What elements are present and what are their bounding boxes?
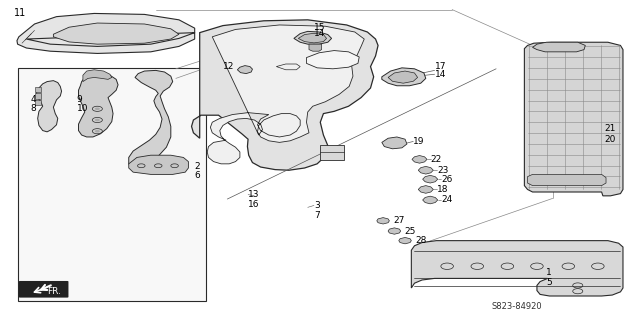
Polygon shape: [382, 68, 426, 86]
Polygon shape: [306, 51, 359, 69]
Polygon shape: [53, 23, 179, 44]
Polygon shape: [418, 166, 433, 174]
Polygon shape: [388, 71, 418, 83]
Text: 10: 10: [77, 104, 88, 113]
Polygon shape: [524, 42, 623, 196]
Polygon shape: [388, 228, 401, 234]
Polygon shape: [83, 70, 112, 82]
Text: 18: 18: [437, 185, 448, 194]
Polygon shape: [294, 31, 332, 44]
Polygon shape: [237, 66, 252, 74]
Polygon shape: [129, 70, 173, 169]
Text: 3: 3: [314, 201, 320, 210]
Text: 14: 14: [435, 70, 446, 79]
Polygon shape: [78, 74, 118, 137]
Polygon shape: [533, 42, 585, 52]
Text: 27: 27: [393, 216, 404, 225]
Text: 8: 8: [30, 104, 36, 113]
Text: 13: 13: [248, 190, 259, 199]
Text: 14: 14: [314, 29, 325, 38]
Text: 1: 1: [546, 268, 552, 277]
Text: 4: 4: [30, 95, 36, 104]
Polygon shape: [35, 87, 41, 92]
Text: 2: 2: [195, 162, 200, 171]
Polygon shape: [399, 237, 411, 244]
Text: 28: 28: [415, 236, 426, 245]
Text: 17: 17: [435, 62, 446, 71]
Text: 5: 5: [546, 278, 552, 287]
Text: 23: 23: [437, 166, 448, 175]
Circle shape: [95, 108, 100, 110]
Text: 9: 9: [77, 95, 82, 104]
Text: 7: 7: [314, 212, 320, 220]
Text: 16: 16: [248, 200, 259, 209]
Text: 12: 12: [223, 62, 234, 71]
Polygon shape: [35, 100, 41, 105]
Text: 22: 22: [431, 155, 442, 164]
Polygon shape: [528, 174, 606, 186]
Polygon shape: [192, 20, 378, 170]
Text: 6: 6: [195, 172, 200, 180]
Polygon shape: [423, 196, 438, 204]
Polygon shape: [17, 13, 195, 53]
Text: 26: 26: [441, 175, 453, 184]
Polygon shape: [418, 186, 433, 193]
Text: FR.: FR.: [47, 287, 61, 296]
Text: S823-84920: S823-84920: [491, 302, 542, 311]
Text: 19: 19: [413, 137, 425, 146]
Polygon shape: [276, 64, 300, 70]
Polygon shape: [207, 25, 364, 164]
Polygon shape: [377, 218, 389, 224]
Polygon shape: [129, 155, 188, 174]
Polygon shape: [298, 33, 327, 43]
Bar: [320, 145, 344, 160]
Polygon shape: [382, 137, 407, 149]
Polygon shape: [309, 44, 322, 51]
Text: 15: 15: [314, 23, 325, 32]
Circle shape: [95, 119, 100, 121]
Text: 24: 24: [441, 196, 453, 204]
Text: 20: 20: [604, 135, 615, 144]
Text: 21: 21: [604, 124, 615, 133]
Bar: [18, 68, 206, 301]
Circle shape: [95, 130, 100, 132]
Polygon shape: [423, 175, 438, 183]
Text: 25: 25: [404, 227, 416, 236]
Polygon shape: [36, 81, 62, 132]
Polygon shape: [35, 93, 41, 99]
FancyBboxPatch shape: [19, 281, 68, 298]
Polygon shape: [412, 156, 427, 163]
Polygon shape: [411, 241, 623, 296]
Text: 11: 11: [14, 8, 26, 18]
